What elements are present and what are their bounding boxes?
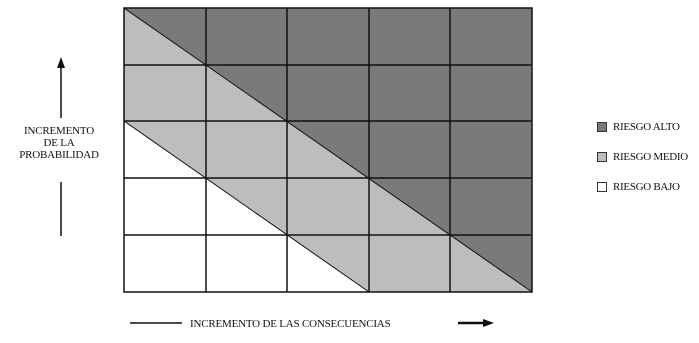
- risk-boundaries: [123, 7, 533, 293]
- legend-item-riesgo-medio: RIESGO MEDIO: [597, 151, 688, 163]
- boundary-alto-medio: [123, 7, 533, 293]
- x-axis-label: INCREMENTO DE LAS CONSECUENCIAS: [190, 318, 391, 330]
- legend-item-riesgo-alto: RIESGO ALTO: [597, 121, 688, 133]
- legend-label: RIESGO MEDIO: [613, 151, 688, 163]
- y-axis-label-line: PROBABILIDAD: [19, 149, 99, 161]
- legend-item-riesgo-bajo: RIESGO BAJO: [597, 181, 688, 193]
- y-axis-label-line: DE LA: [43, 137, 75, 149]
- boundary-medio-bajo: [123, 120, 370, 293]
- legend-swatch-riesgo-alto: [597, 122, 607, 132]
- grid-border: [123, 7, 533, 293]
- legend: RIESGO ALTO RIESGO MEDIO RIESGO BAJO: [597, 121, 688, 211]
- axis-arrows: [57, 57, 494, 327]
- legend-swatch-riesgo-bajo: [597, 182, 607, 192]
- y-axis-label: INCREMENTO DE LA PROBABILIDAD: [0, 125, 118, 161]
- legend-swatch-riesgo-medio: [597, 152, 607, 162]
- legend-label: RIESGO ALTO: [613, 121, 680, 133]
- matrix-grid: [123, 7, 533, 293]
- arrow-right-icon: [483, 319, 494, 327]
- legend-label: RIESGO BAJO: [613, 181, 680, 193]
- y-axis-label-line: INCREMENTO: [24, 125, 94, 137]
- arrow-up-icon: [57, 57, 65, 68]
